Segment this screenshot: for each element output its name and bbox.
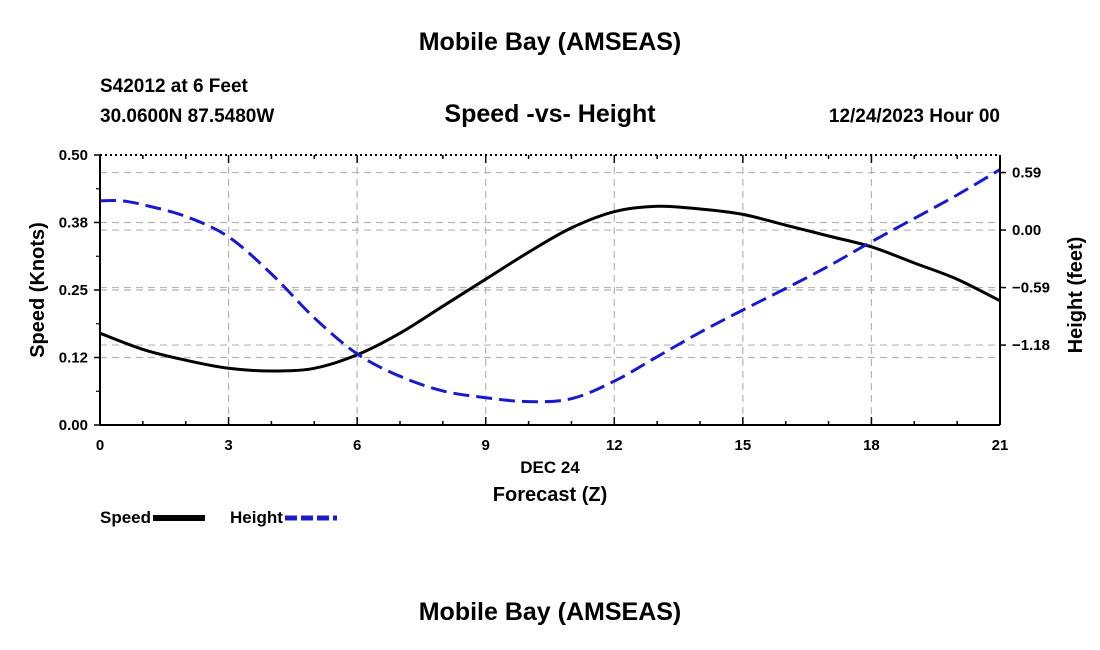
x-axis-title: Forecast (Z) — [493, 484, 607, 506]
y-tick-label: 0.25 — [59, 282, 88, 299]
labels-layer: 0 3 6 9 12 15 18 21 0.00 0.12 0.25 0.38 0.50 −1.18 −0.… — [27, 147, 1087, 506]
x-axis-date-label: DEC 24 — [520, 458, 580, 477]
y2-tick-label: 0.00 — [1012, 222, 1041, 239]
y-axis-title: Speed (Knots) — [27, 222, 49, 358]
y2-tick-label: −1.18 — [1012, 337, 1050, 354]
grid-layer — [100, 155, 1000, 425]
chart-main-title: Mobile Bay (AMSEAS) — [418, 28, 682, 56]
legend-item-speed: Speed — [100, 508, 206, 528]
series-line-speed — [99, 204, 1001, 373]
x-tick-label: 0 — [96, 437, 104, 454]
legend-speed-swatch — [153, 515, 206, 521]
x-tick-label: 15 — [735, 437, 752, 454]
legend-speed-label: Speed — [100, 508, 152, 527]
x-tick-label: 6 — [353, 437, 361, 454]
y2-tick-label: 0.59 — [1012, 165, 1041, 182]
y-tick-label: 0.50 — [59, 147, 88, 164]
y2-tick-label: −0.59 — [1012, 280, 1050, 297]
legend-height-swatch — [284, 515, 337, 521]
station-label: S42012 at 6 Feet — [100, 76, 248, 97]
y-tick-label: 0.12 — [59, 350, 88, 367]
chart-subtitle: Speed -vs- Height — [444, 100, 656, 128]
y-tick-label: 0.38 — [59, 215, 88, 232]
station-coordinates: 30.0600N 87.5480W — [100, 106, 275, 127]
y-tick-label: 0.00 — [59, 417, 88, 434]
legend-height-label: Height — [230, 508, 283, 527]
forecast-datetime: 12/24/2023 Hour 00 — [828, 106, 1000, 127]
x-tick-label: 12 — [606, 437, 623, 454]
x-tick-label: 18 — [863, 437, 880, 454]
x-tick-label: 3 — [224, 437, 232, 454]
x-tick-label: 21 — [992, 437, 1009, 454]
footer-title: Mobile Bay (AMSEAS) — [418, 598, 682, 626]
x-tick-label: 9 — [482, 437, 490, 454]
series-layer — [99, 168, 1001, 404]
legend-item-height: Height — [230, 508, 337, 528]
series-line-height — [99, 168, 1001, 404]
y2-axis-title: Height (feet) — [1065, 237, 1087, 354]
axes-layer — [94, 154, 1006, 426]
